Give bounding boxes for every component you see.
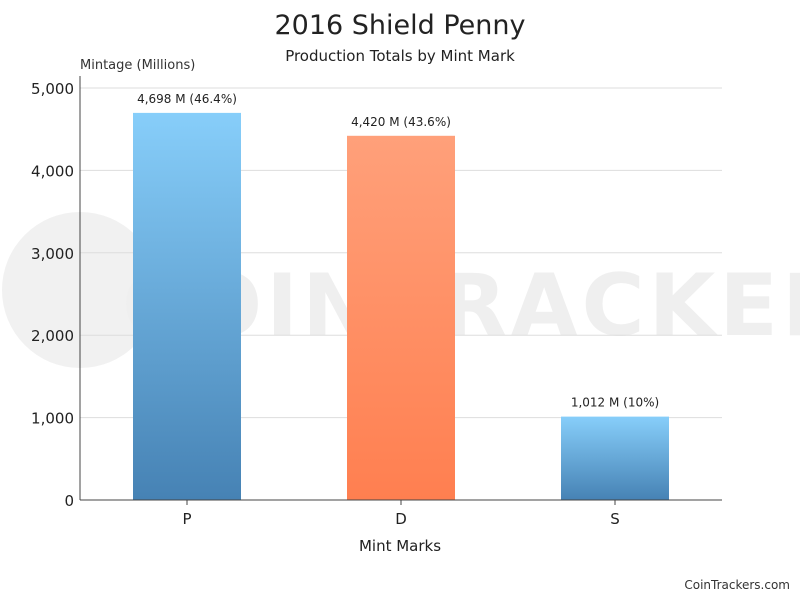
- y-tick-label: 3,000: [31, 245, 74, 263]
- y-tick-label: 5,000: [31, 80, 74, 98]
- y-tick-label: 2,000: [31, 327, 74, 345]
- data-label: 1,012 M (10%): [571, 396, 659, 410]
- x-tick-label: S: [610, 510, 620, 528]
- y-tick-label: 0: [64, 492, 74, 510]
- chart-title: 2016 Shield Penny: [274, 10, 526, 41]
- credit-text: CoinTrackers.com: [684, 578, 790, 592]
- bar-d: [347, 135, 455, 501]
- x-axis-label: Mint Marks: [358, 537, 442, 555]
- chart-subtitle: Production Totals by Mint Mark: [285, 47, 515, 65]
- y-axis: 0 1,000 2,000 3,000 4,000 5,000: [31, 76, 81, 510]
- data-label: 4,420 M (43.6%): [351, 115, 451, 129]
- bars: [133, 112, 669, 501]
- x-tick-label: P: [182, 510, 191, 528]
- data-labels: 4,698 M (46.4%) 4,420 M (43.6%) 1,012 M (1…: [137, 92, 659, 410]
- bar-s: [561, 416, 669, 500]
- y-tick-label: 1,000: [31, 410, 74, 428]
- data-label: 4,698 M (46.4%): [137, 92, 237, 106]
- x-tick-label: D: [395, 510, 407, 528]
- y-axis-label: Mintage (Millions): [80, 58, 196, 73]
- bar-p: [133, 112, 241, 500]
- y-tick-label: 4,000: [31, 162, 74, 180]
